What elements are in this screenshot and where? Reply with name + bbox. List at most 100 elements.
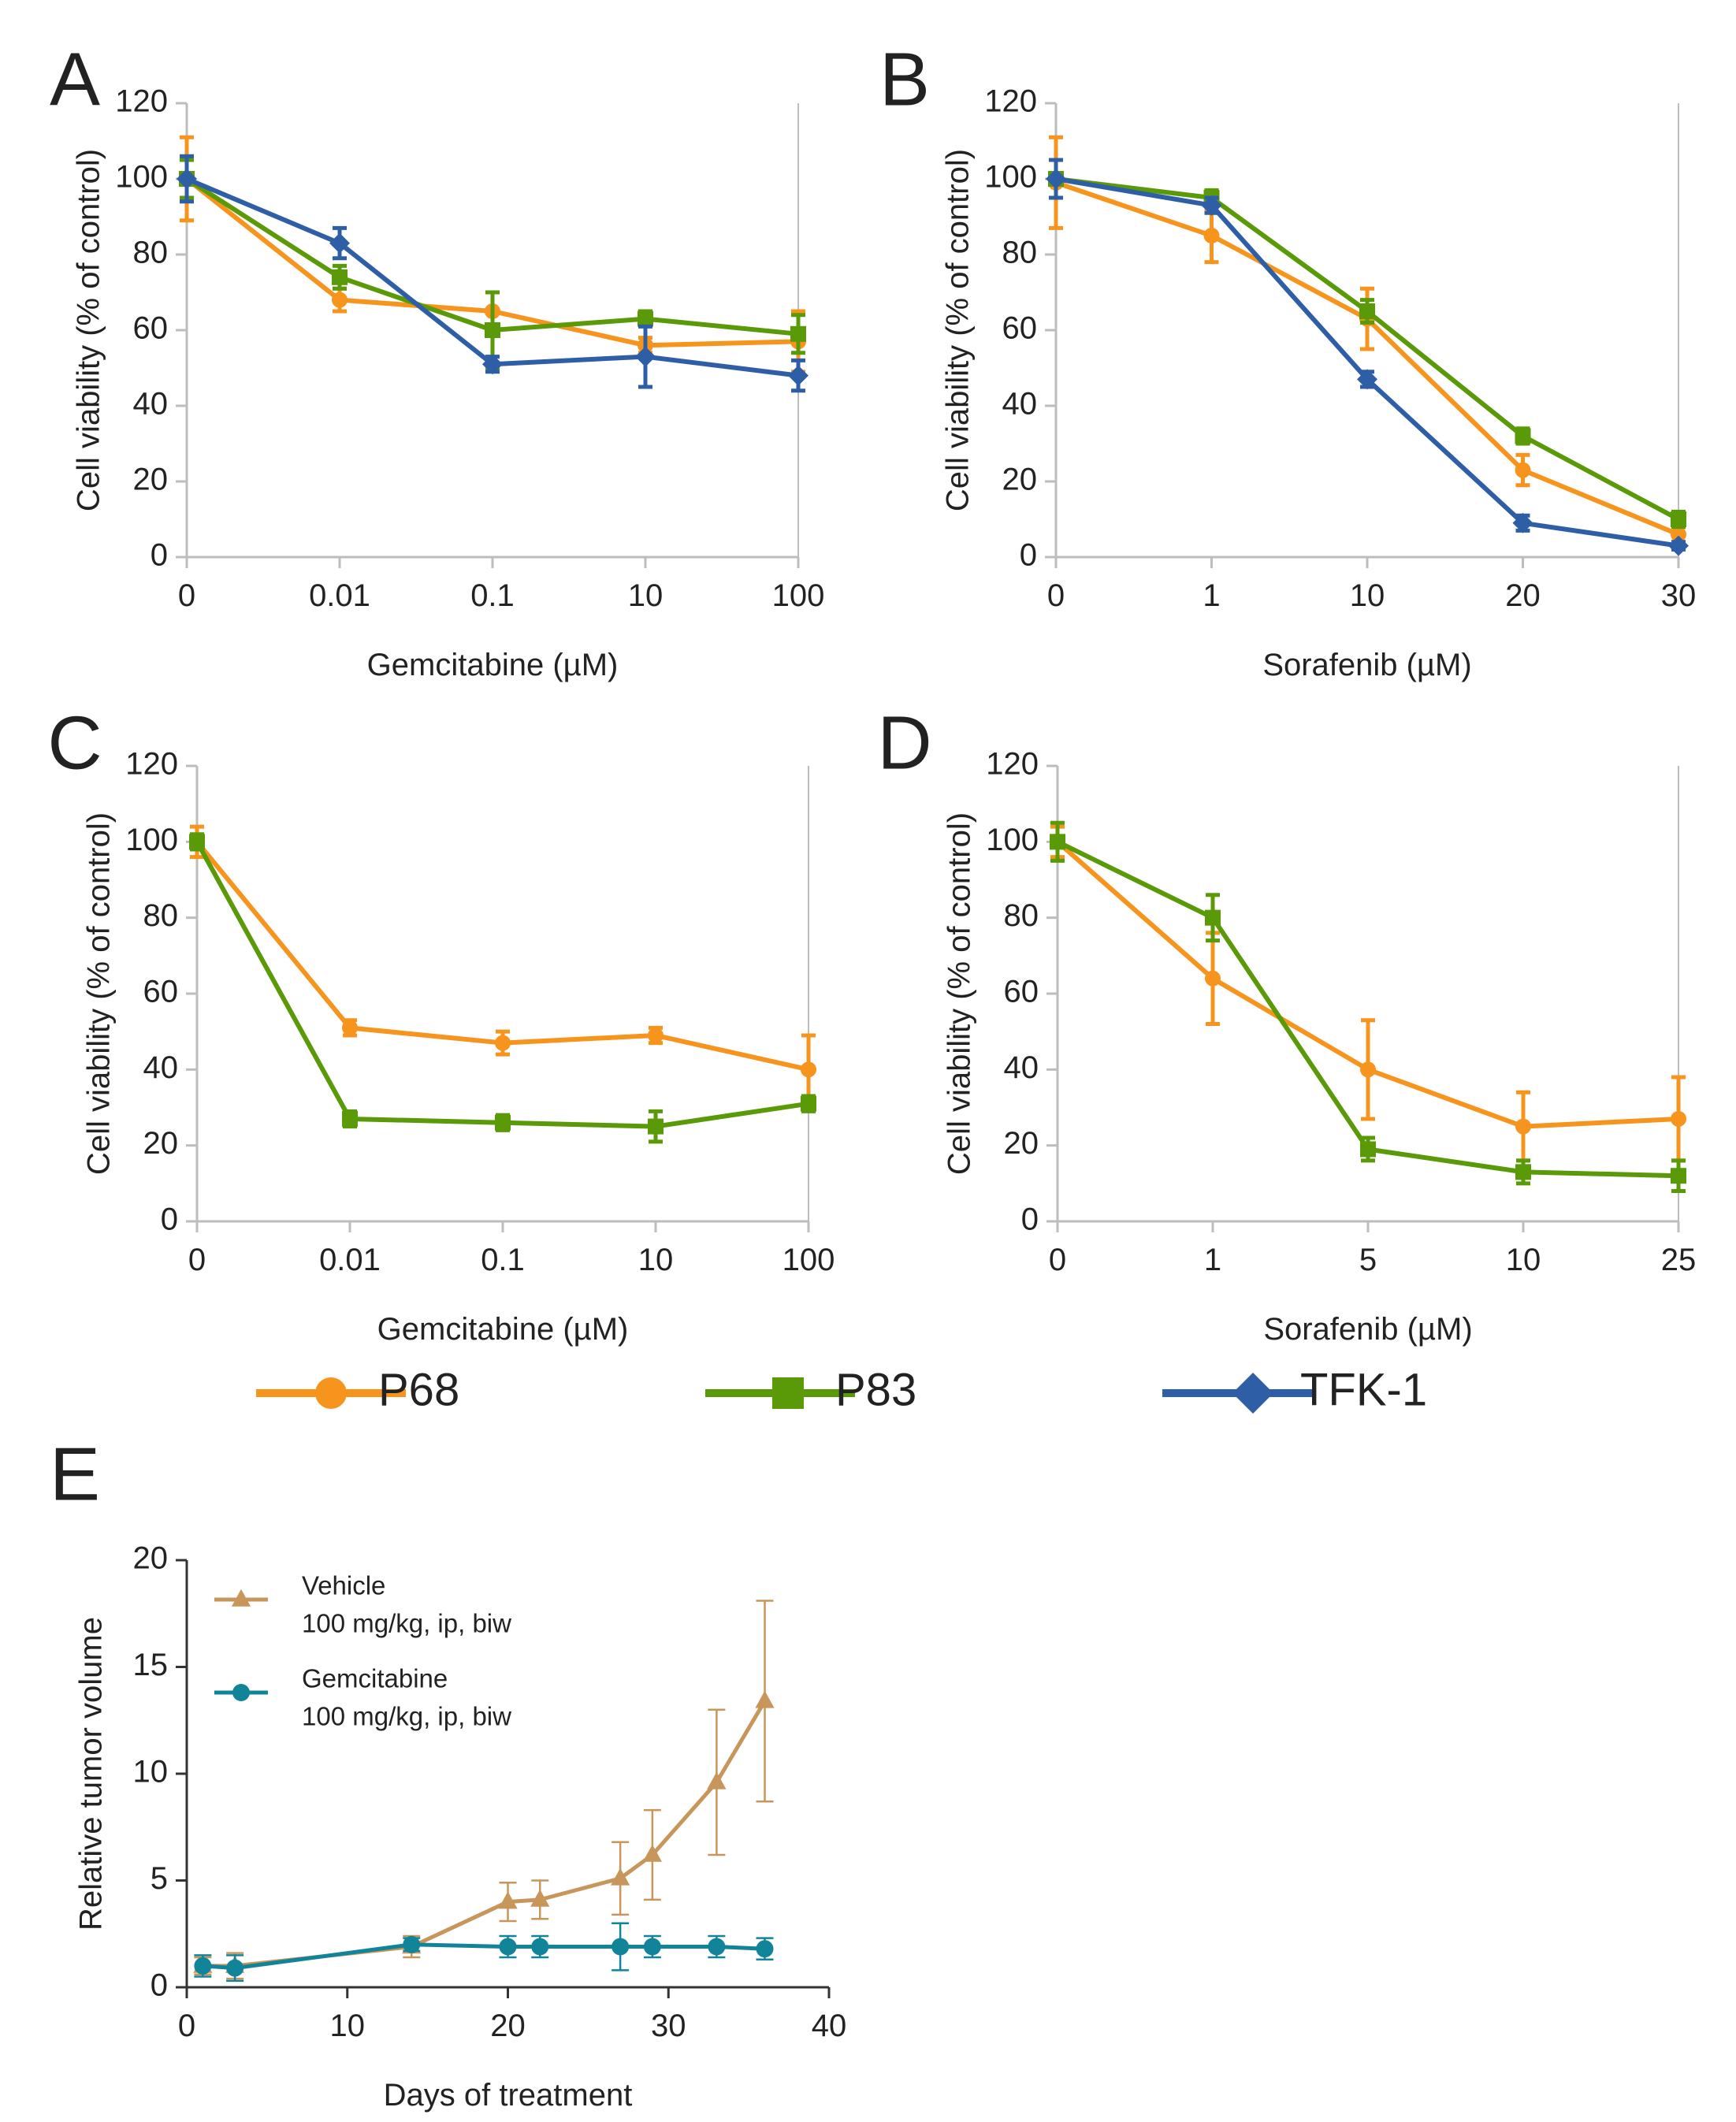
legend-label: TFK-1 xyxy=(1300,1364,1427,1415)
data-point xyxy=(332,292,348,308)
x-tick-label: 10 xyxy=(1506,1243,1541,1277)
panel-letter: A xyxy=(50,37,100,121)
y-tick-label: 120 xyxy=(984,84,1037,119)
data-point xyxy=(756,1940,774,1958)
data-point xyxy=(1671,1168,1686,1184)
panel-letter: E xyxy=(50,1432,100,1516)
y-tick-label: 60 xyxy=(133,311,169,346)
legend-label: P68 xyxy=(378,1364,459,1415)
panel-d: D 0 20 40 60 80 100 120 0 1 5 10 25 Sorafenib (µM) Cel… xyxy=(877,701,1696,1347)
data-point xyxy=(1357,369,1377,390)
x-tick-label: 0.01 xyxy=(309,578,370,613)
y-axis-label: Cell viability (% of control) xyxy=(941,149,976,511)
data-point xyxy=(1512,512,1533,533)
legend-label: P83 xyxy=(835,1364,916,1415)
data-point xyxy=(482,354,503,375)
data-point xyxy=(648,1118,664,1135)
y-axis-label: Cell viability (% of control) xyxy=(942,812,977,1175)
legend-e: Vehicle 100 mg/kg, ip, biw Gemcitabine 100 … xyxy=(214,1571,511,1731)
data-point xyxy=(1205,970,1221,987)
data-point xyxy=(790,325,806,342)
y-axis-label: Relative tumor volume xyxy=(74,1617,109,1931)
panel-e: E 0 5 10 15 20 0 10 20 30 40 Days of treatment Relat… xyxy=(50,1432,846,2113)
panel-letter: C xyxy=(47,701,102,785)
y-tick-label: 40 xyxy=(1004,1050,1039,1085)
data-point xyxy=(1201,195,1222,216)
data-point xyxy=(194,1957,212,1975)
y-tick-label: 40 xyxy=(133,387,169,422)
data-point xyxy=(495,1114,511,1131)
y-tick-label: 10 xyxy=(133,1755,169,1789)
series-tfk-1 xyxy=(1046,158,1689,556)
legend-item-p83: P83 xyxy=(705,1364,916,1415)
y-tick-label: 80 xyxy=(133,236,169,270)
data-point xyxy=(329,232,350,254)
data-point xyxy=(801,1095,816,1112)
y-tick-label: 100 xyxy=(986,823,1039,857)
x-tick-label: 0 xyxy=(178,2009,195,2043)
x-axis-label: Gemcitabine (µM) xyxy=(377,1312,629,1347)
legend-marker xyxy=(772,1377,804,1409)
y-axis-label: Cell viability (% of control) xyxy=(82,812,117,1175)
data-point xyxy=(226,1959,244,1977)
x-tick-label: 10 xyxy=(1350,578,1385,613)
data-point xyxy=(1515,1118,1531,1135)
data-point xyxy=(707,1771,727,1789)
x-tick-label: 1 xyxy=(1204,1243,1221,1277)
legend-item-tfk-1: TFK-1 xyxy=(1162,1364,1427,1415)
y-tick-label: 5 xyxy=(151,1861,168,1896)
data-point xyxy=(1203,228,1220,243)
legend-detail: 100 mg/kg, ip, biw xyxy=(302,1609,511,1638)
data-point xyxy=(755,1690,775,1708)
data-point xyxy=(1360,1141,1376,1158)
data-point xyxy=(342,1020,358,1036)
y-tick-label: 0 xyxy=(1021,1202,1039,1237)
y-tick-label: 120 xyxy=(986,747,1039,782)
data-point xyxy=(1050,834,1065,850)
y-tick-label: 20 xyxy=(133,463,169,497)
data-point xyxy=(177,169,197,189)
y-axis-label: Cell viability (% of control) xyxy=(72,149,106,511)
data-point xyxy=(648,1027,664,1043)
y-tick-label: 80 xyxy=(1004,898,1039,933)
data-point xyxy=(642,1844,662,1862)
data-point xyxy=(635,346,656,367)
data-point xyxy=(189,834,205,850)
legend-marker xyxy=(1232,1373,1273,1414)
data-point xyxy=(643,1938,661,1956)
y-tick-label: 60 xyxy=(1004,975,1039,1009)
y-tick-label: 80 xyxy=(143,898,179,933)
x-axis-label: Days of treatment xyxy=(384,2078,633,2113)
x-tick-label: 100 xyxy=(772,578,825,613)
data-point xyxy=(1515,462,1531,478)
panel-a: A 0 20 40 60 80 100 120 0 0.01 0.1 10 100 Gemcitabine… xyxy=(50,37,824,682)
data-point xyxy=(531,1938,549,1956)
data-point xyxy=(1046,169,1066,189)
series-gemcitabine xyxy=(194,1922,774,1983)
y-tick-label: 100 xyxy=(125,823,178,857)
y-tick-label: 60 xyxy=(143,975,179,1009)
y-tick-label: 20 xyxy=(1002,463,1038,497)
data-point xyxy=(1205,909,1221,926)
y-tick-label: 80 xyxy=(1002,236,1038,270)
data-point xyxy=(499,1938,517,1956)
data-point xyxy=(638,310,653,327)
panel-c: C 0 20 40 60 80 100 120 0 0.01 0.1 10 100 Gemcitabine… xyxy=(47,701,835,1347)
data-point xyxy=(1515,428,1531,444)
y-tick-label: 0 xyxy=(151,538,168,573)
x-tick-label: 40 xyxy=(812,2009,847,2043)
x-tick-label: 0.1 xyxy=(481,1243,525,1277)
data-point xyxy=(612,1938,630,1956)
x-tick-label: 0 xyxy=(1049,1243,1066,1277)
legend-name: Vehicle xyxy=(302,1571,385,1600)
x-tick-label: 5 xyxy=(1359,1243,1377,1277)
series-p83 xyxy=(189,832,816,1144)
data-point xyxy=(485,322,500,338)
data-point xyxy=(530,1889,550,1907)
y-tick-label: 60 xyxy=(1002,311,1038,346)
x-tick-label: 30 xyxy=(651,2009,686,2043)
data-point xyxy=(495,1035,511,1051)
y-tick-label: 20 xyxy=(1004,1126,1039,1161)
